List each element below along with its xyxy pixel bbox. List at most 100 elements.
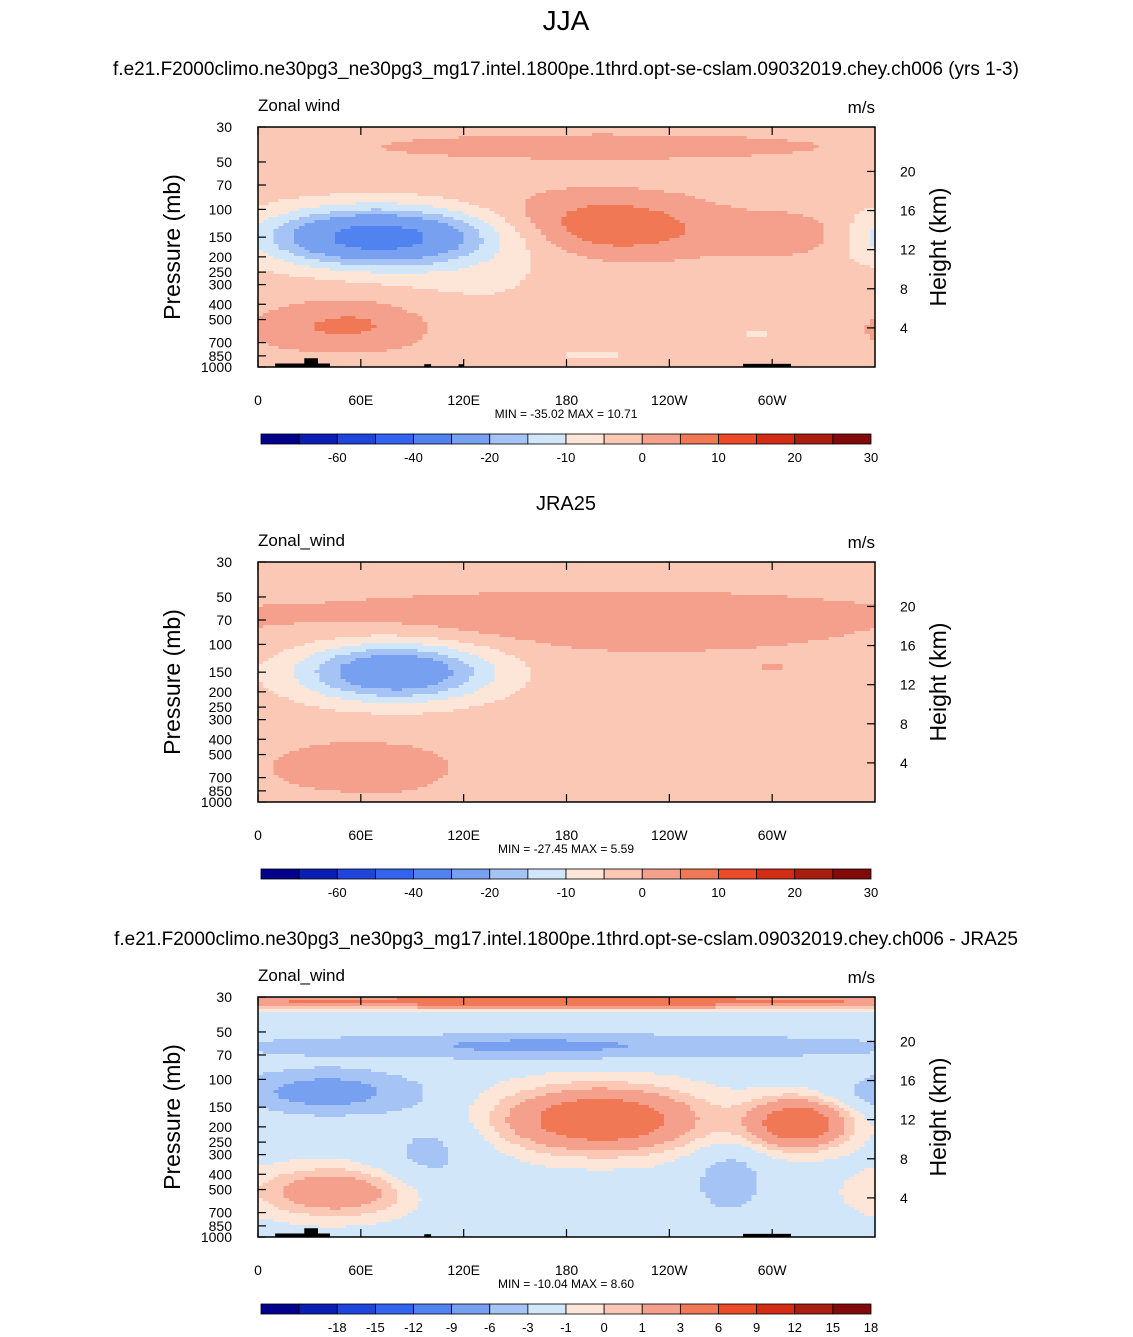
heatmap-cell <box>844 187 850 191</box>
heatmap-cell <box>823 187 830 191</box>
heatmap-cell <box>659 142 665 146</box>
heatmap-cell <box>844 181 850 185</box>
heatmap-cell <box>556 136 562 140</box>
heatmap-cell <box>340 181 347 185</box>
heatmap-cell <box>674 163 681 167</box>
heatmap-cell <box>772 163 778 167</box>
heatmap-cell <box>710 187 717 191</box>
heatmap-cell <box>319 148 326 152</box>
heatmap-cell <box>653 154 660 158</box>
heatmap-cell <box>371 130 377 134</box>
heatmap-cell <box>720 187 727 191</box>
heatmap-cell <box>607 166 614 170</box>
heatmap-cell <box>587 178 593 182</box>
heatmap-cell <box>741 151 748 155</box>
heatmap-cell <box>787 133 794 137</box>
heatmap-cell <box>309 166 316 170</box>
heatmap-cell <box>710 181 717 185</box>
heatmap-cell <box>854 169 861 173</box>
heatmap-cell <box>417 154 424 158</box>
heatmap-cell <box>602 148 609 152</box>
heatmap-cell <box>859 136 866 140</box>
heatmap-cell <box>525 127 532 131</box>
heatmap-cell <box>659 184 665 188</box>
heatmap-cell <box>345 157 352 161</box>
heatmap-cell <box>684 142 691 146</box>
heatmap-cell <box>263 130 269 134</box>
heatmap-cell <box>273 184 280 188</box>
heatmap-cell <box>571 145 578 149</box>
heatmap-cell <box>664 184 670 188</box>
heatmap-cell <box>741 163 748 167</box>
heatmap-cell <box>535 172 542 176</box>
heatmap-cell <box>381 130 388 134</box>
heatmap-cell <box>849 154 856 158</box>
heatmap-cell <box>679 127 686 131</box>
heatmap-cell <box>427 133 434 137</box>
heatmap-cell <box>643 181 650 185</box>
heatmap-cell <box>859 160 866 164</box>
heatmap-cell <box>761 172 768 176</box>
heatmap-cell <box>767 154 773 158</box>
heatmap-cell <box>278 157 285 161</box>
heatmap-cell <box>869 148 876 152</box>
heatmap-cell <box>329 133 336 137</box>
heatmap-cell <box>545 163 552 167</box>
heatmap-cell <box>782 148 789 152</box>
heatmap-cell <box>340 187 347 191</box>
heatmap-cell <box>561 178 568 182</box>
heatmap-cell <box>504 157 511 161</box>
heatmap-cell <box>700 142 706 146</box>
heatmap-cell <box>612 160 619 164</box>
heatmap-cell <box>808 166 814 170</box>
heatmap-cell <box>813 139 820 143</box>
heatmap-cell <box>617 145 624 149</box>
heatmap-cell <box>859 142 866 146</box>
heatmap-cell <box>803 130 809 134</box>
heatmap-cell <box>828 130 835 134</box>
heatmap-cell <box>731 181 737 185</box>
heatmap-cell <box>422 187 429 191</box>
heatmap-cell <box>571 127 578 131</box>
heatmap-cell <box>386 157 393 161</box>
heatmap-cell <box>772 175 778 179</box>
heatmap-cell <box>679 136 686 140</box>
heatmap-cell <box>314 142 321 146</box>
heatmap-cell <box>515 154 521 158</box>
heatmap-cell <box>376 130 382 134</box>
heatmap-cell <box>869 163 876 167</box>
heatmap-cell <box>623 163 629 167</box>
heatmap-cell <box>263 181 269 185</box>
heatmap-cell <box>525 169 532 173</box>
heatmap-cell <box>643 184 650 188</box>
heatmap-cell <box>823 151 830 155</box>
heatmap-cell <box>720 127 727 131</box>
heatmap-cell <box>576 181 583 185</box>
heatmap-cell <box>787 130 794 134</box>
heatmap-cell <box>545 136 552 140</box>
heatmap-cell <box>746 181 753 185</box>
heatmap-cell <box>628 184 634 188</box>
heatmap-cell <box>417 127 424 131</box>
heatmap-cell <box>689 178 696 182</box>
heatmap-cell <box>258 166 264 170</box>
heatmap-cell <box>859 145 866 149</box>
heatmap-cell <box>638 160 645 164</box>
heatmap-cell <box>617 127 624 131</box>
heatmap-cell <box>283 139 290 143</box>
heatmap-cell <box>401 145 408 149</box>
heatmap-cell <box>746 154 753 158</box>
heatmap-cell <box>268 142 275 146</box>
heatmap-cell <box>628 163 634 167</box>
heatmap-cell <box>468 166 475 170</box>
heatmap-cell <box>736 184 742 188</box>
heatmap-cell <box>833 145 840 149</box>
heatmap-cell <box>309 172 316 176</box>
heatmap-cell <box>659 130 665 134</box>
heatmap-cell <box>659 187 665 191</box>
heatmap-cell <box>839 175 845 179</box>
heatmap-cell <box>504 181 511 185</box>
heatmap-cell <box>561 127 568 131</box>
heatmap-cell <box>412 130 418 134</box>
heatmap-cell <box>854 157 861 161</box>
